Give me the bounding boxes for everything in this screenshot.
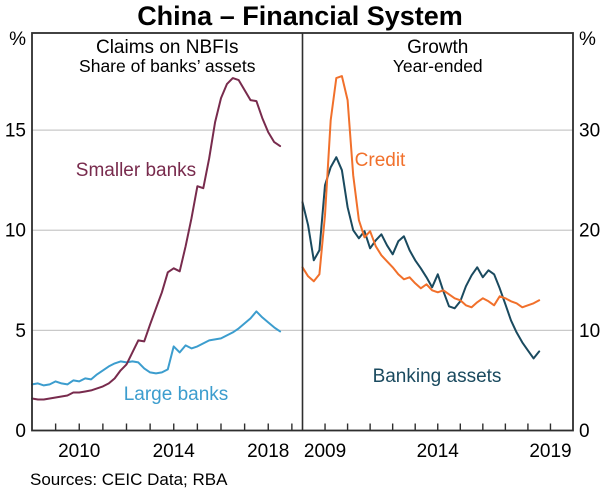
series-line-credit bbox=[301, 75, 541, 309]
series-line-smaller-banks bbox=[31, 77, 282, 401]
panel-subheader: Share of banks’ assets bbox=[79, 56, 256, 76]
series-line-large-banks bbox=[31, 310, 282, 387]
chart-title: China – Financial System bbox=[137, 1, 463, 31]
y-axis-tick-label: 20 bbox=[579, 221, 600, 242]
y-axis-tick-label: 0 bbox=[15, 421, 26, 442]
y-axis-tick-label: 15 bbox=[5, 121, 26, 142]
y-axis-tick-label: 5 bbox=[15, 321, 26, 342]
series-label-credit: Credit bbox=[355, 150, 406, 171]
x-axis-year-label: 2009 bbox=[304, 441, 346, 462]
series-label-large-banks: Large banks bbox=[124, 384, 229, 405]
x-axis-year-label: 2019 bbox=[529, 441, 571, 462]
panel-header: Growth bbox=[407, 37, 468, 58]
y-axis-tick-label: 0 bbox=[579, 421, 590, 442]
panel-header: Claims on NBFIs bbox=[96, 37, 239, 58]
series-label-banking-assets: Banking assets bbox=[373, 366, 502, 387]
y-axis-tick-label: 10 bbox=[579, 321, 600, 342]
axis-unit-label: % bbox=[9, 29, 26, 50]
axis-unit-label: % bbox=[579, 29, 596, 50]
sources-note: Sources: CEIC Data; RBA bbox=[30, 470, 228, 489]
y-axis-tick-label: 10 bbox=[5, 221, 26, 242]
x-axis-year-label: 2018 bbox=[247, 441, 289, 462]
x-axis-year-label: 2014 bbox=[417, 441, 460, 462]
x-axis-year-label: 2010 bbox=[58, 441, 100, 462]
series-line-banking-assets bbox=[301, 156, 541, 360]
y-axis-tick-label: 30 bbox=[579, 121, 600, 142]
x-axis-year-label: 2014 bbox=[153, 441, 196, 462]
panel-subheader: Year-ended bbox=[393, 56, 483, 76]
series-label-smaller-banks: Smaller banks bbox=[76, 160, 196, 181]
